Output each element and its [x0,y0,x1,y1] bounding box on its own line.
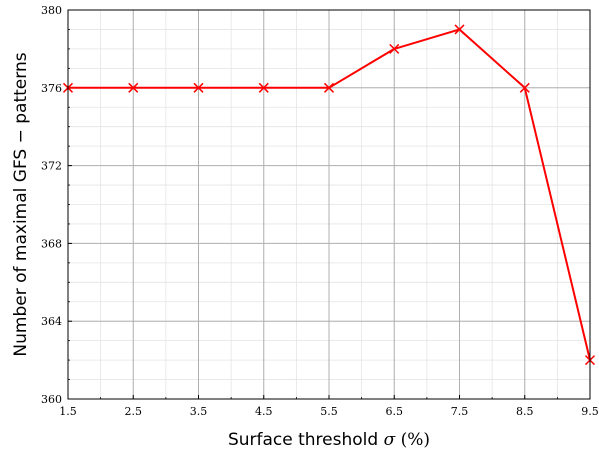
data-point-marker [128,82,139,93]
plot-frame [67,9,591,400]
data-point-marker [193,82,204,93]
series-layer [62,24,596,366]
marker-stroke [454,24,465,35]
y-tick-label: 364 [41,315,62,328]
marker-stroke [389,43,400,54]
x-axis-label-symbol: σ [384,430,396,450]
y-axis-label: Number of maximal GFS − patterns [11,52,31,356]
x-axis-label-suffix: (%) [395,430,430,450]
x-tick-label: 4.5 [255,405,273,418]
x-tick-label: 1.5 [59,405,77,418]
y-tick-label: 380 [41,4,62,17]
x-tick-label: 2.5 [125,405,143,418]
data-point-marker [454,24,465,35]
x-tick-label: 7.5 [451,405,469,418]
marker-stroke [519,82,530,93]
x-tick-label: 3.5 [190,405,208,418]
marker-stroke [128,82,139,93]
marker-stroke [193,82,204,93]
x-axis-label-prefix: Surface threshold [228,430,384,450]
x-tick-label: 9.5 [581,405,599,418]
y-tick-label: 368 [41,237,62,250]
data-point-marker [389,43,400,54]
tick-labels: 1.5 2.5 3.5 4.5 5.5 6.5 7.5 8.5 9.5 360 364 368 372 3… [41,4,599,418]
data-point-marker [323,82,335,93]
x-tick-label: 5.5 [320,405,338,418]
y-tick-label: 372 [41,160,62,173]
y-tick-label: 360 [41,393,62,406]
marker-stroke [258,82,269,93]
marker-stroke [323,82,335,93]
x-tick-label: 6.5 [386,405,404,418]
x-tick-label: 8.5 [516,405,534,418]
y-tick-label: 376 [41,82,62,95]
data-point-marker [258,82,269,93]
x-axis-label: Surface threshold σ (%) [228,430,430,450]
data-point-marker [519,82,530,93]
